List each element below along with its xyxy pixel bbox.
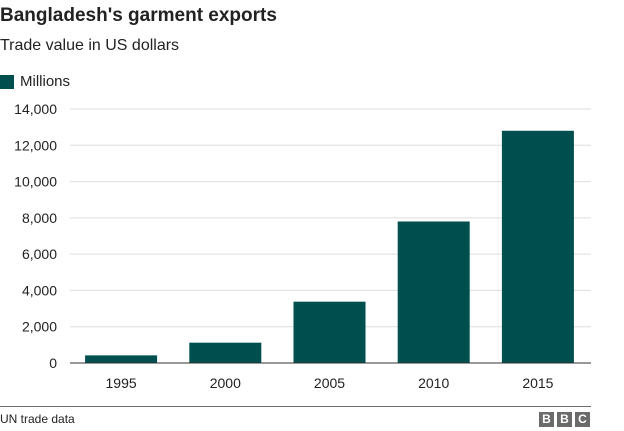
bbc-logo-letter: B: [539, 412, 554, 427]
y-tick-label: 0: [49, 355, 57, 371]
chart-title: Bangladesh's garment exports: [0, 5, 277, 26]
x-tick-label: 2000: [210, 375, 241, 391]
legend-swatch: [0, 74, 14, 89]
bbc-logo: B B C: [539, 412, 590, 427]
chart-subtitle: Trade value in US dollars: [0, 37, 180, 54]
y-tick-label: 8,000: [22, 210, 57, 226]
x-tick-label: 2010: [418, 375, 449, 391]
y-axis-ticks: 0 2,000 4,000 6,000 8,000 10,000 12,000 14,000: [14, 101, 57, 371]
x-tick-label: 1995: [106, 375, 137, 391]
bbc-logo-letter: C: [575, 412, 590, 427]
y-tick-label: 4,000: [22, 282, 57, 298]
footer-divider: [0, 406, 591, 407]
y-tick-label: 6,000: [22, 246, 57, 262]
y-tick-label: 14,000: [14, 101, 57, 117]
legend: Millions: [0, 73, 70, 90]
bar-2005: [293, 301, 366, 363]
bar-1995: [85, 355, 158, 363]
y-tick-label: 2,000: [22, 319, 57, 335]
bars: [85, 130, 574, 363]
x-tick-label: 2015: [522, 375, 553, 391]
bar-2015: [501, 130, 574, 363]
bar-2010: [397, 221, 470, 363]
y-tick-label: 12,000: [14, 137, 57, 153]
y-tick-label: 10,000: [14, 174, 57, 190]
legend-label: Millions: [20, 73, 71, 90]
source-note: UN trade data: [0, 412, 75, 426]
bbc-logo-letter: B: [557, 412, 572, 427]
bar-2000: [189, 342, 262, 363]
x-tick-label: 2005: [314, 375, 345, 391]
x-axis-ticks: 1995 2000 2005 2010 2015: [106, 375, 554, 391]
